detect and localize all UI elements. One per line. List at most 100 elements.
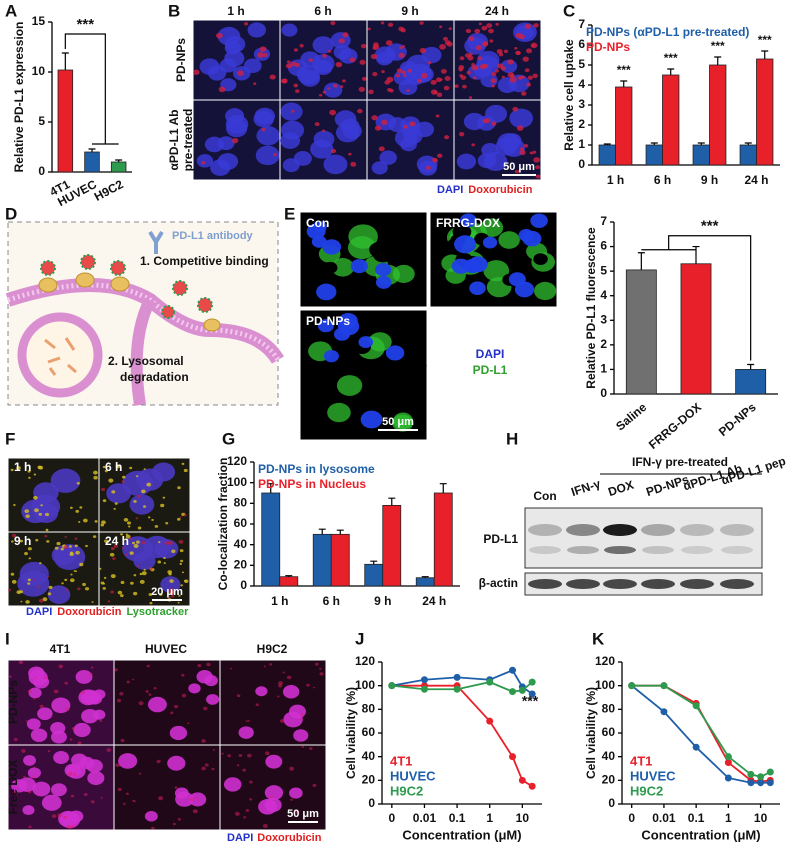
series-line	[631, 684, 771, 783]
cell-signal	[224, 35, 246, 53]
panel-label: G	[222, 429, 235, 448]
cell-signal	[490, 78, 497, 84]
legend-entry: PD-NPs in lysosome	[258, 462, 375, 476]
blot-band	[566, 579, 600, 589]
blot-band	[641, 524, 675, 536]
x-tick-label: 9 h	[374, 594, 391, 608]
cell-signal	[71, 727, 76, 730]
y-tick-label: 5	[38, 114, 45, 128]
cell-signal	[212, 749, 216, 751]
cell-signal	[131, 541, 136, 545]
cell-signal	[474, 28, 481, 34]
legend-entry: H9C2	[390, 783, 423, 798]
cell-signal	[384, 80, 390, 85]
cell-signal	[141, 489, 146, 494]
cell-signal	[468, 36, 475, 42]
cell-signal	[372, 46, 378, 50]
cell-signal	[347, 271, 367, 288]
cell-signal	[497, 63, 504, 69]
blot-band	[720, 524, 754, 536]
cell-signal	[128, 525, 131, 528]
cell-signal	[313, 686, 316, 689]
cell-signal	[129, 537, 133, 540]
error-bar	[336, 529, 344, 535]
blot-band	[680, 524, 714, 536]
cell-signal	[317, 319, 334, 333]
cell-signal	[201, 739, 206, 743]
cell-signal	[535, 165, 540, 170]
cell-signal	[133, 543, 139, 549]
x-tick-label: 10	[754, 811, 768, 825]
column-header: 24 h	[485, 4, 509, 18]
cell-signal	[403, 125, 408, 129]
cell-signal	[104, 539, 109, 543]
cell-signal	[381, 70, 385, 74]
y-tick-label: 5	[578, 57, 585, 71]
blot-band	[529, 546, 561, 554]
cell-signal	[319, 672, 324, 676]
cell-signal	[482, 236, 498, 249]
cell-signal	[243, 816, 247, 819]
x-tick-label: 1 h	[607, 173, 624, 187]
cell-signal	[42, 597, 48, 602]
cell-signal	[359, 59, 366, 65]
cell-signal	[178, 539, 184, 544]
y-tick-label: 100	[595, 678, 615, 692]
cell-signal	[108, 478, 114, 483]
cell-signal	[534, 281, 557, 301]
x-tick-label: 0.01	[413, 811, 437, 825]
cell-signal	[91, 601, 94, 603]
error-bar	[439, 483, 447, 493]
error-bar	[267, 483, 275, 493]
bar	[735, 369, 767, 395]
cell-signal	[253, 82, 257, 85]
cell-signal	[19, 561, 49, 586]
cell-signal	[70, 573, 73, 576]
step-label: 2. Lysosomal	[108, 354, 184, 368]
cell-signal	[167, 755, 186, 771]
cell-signal	[278, 684, 283, 688]
y-tick-label: 100	[355, 678, 375, 692]
cell-signal	[171, 549, 176, 553]
cell-signal	[335, 61, 343, 68]
cell-signal	[151, 826, 155, 830]
cell-signal	[28, 825, 32, 829]
cell-signal	[78, 521, 81, 523]
y-tick-label: 120	[595, 654, 615, 668]
cell-signal	[130, 581, 134, 585]
cell-signal	[146, 664, 150, 668]
blot-band	[680, 579, 714, 589]
panel-label: A	[5, 1, 17, 20]
cell-signal	[85, 544, 88, 548]
cell-signal	[312, 54, 335, 73]
cell-signal	[19, 539, 24, 543]
cell-signal	[203, 706, 208, 711]
cell-signal	[102, 499, 107, 503]
y-tick-label: 0	[578, 157, 585, 171]
y-tick-label: 6	[578, 37, 585, 51]
stain-label: Doxorubicin	[57, 606, 121, 618]
tile-label: 9 h	[14, 534, 31, 548]
cell-signal	[126, 521, 132, 525]
cell-signal	[195, 796, 198, 799]
cell-signal	[375, 263, 392, 277]
cell-signal	[480, 73, 498, 88]
cell-signal	[409, 121, 416, 127]
cell-signal	[367, 27, 371, 31]
cell-signal	[535, 174, 541, 179]
cell-signal	[279, 719, 285, 723]
cell-signal	[179, 562, 183, 566]
cell-signal	[201, 161, 206, 165]
cell-signal	[110, 574, 116, 579]
cell-signal	[168, 540, 174, 545]
cell-signal	[101, 487, 106, 492]
cell-signal	[299, 44, 304, 48]
significance-bracket	[668, 235, 752, 361]
cell-signal	[327, 87, 331, 90]
cell-signal	[381, 119, 388, 126]
cell-signal	[10, 468, 14, 472]
error-bar	[714, 56, 722, 65]
cell-signal	[33, 495, 38, 500]
cell-signal	[25, 514, 30, 519]
cell-signal	[181, 571, 185, 574]
